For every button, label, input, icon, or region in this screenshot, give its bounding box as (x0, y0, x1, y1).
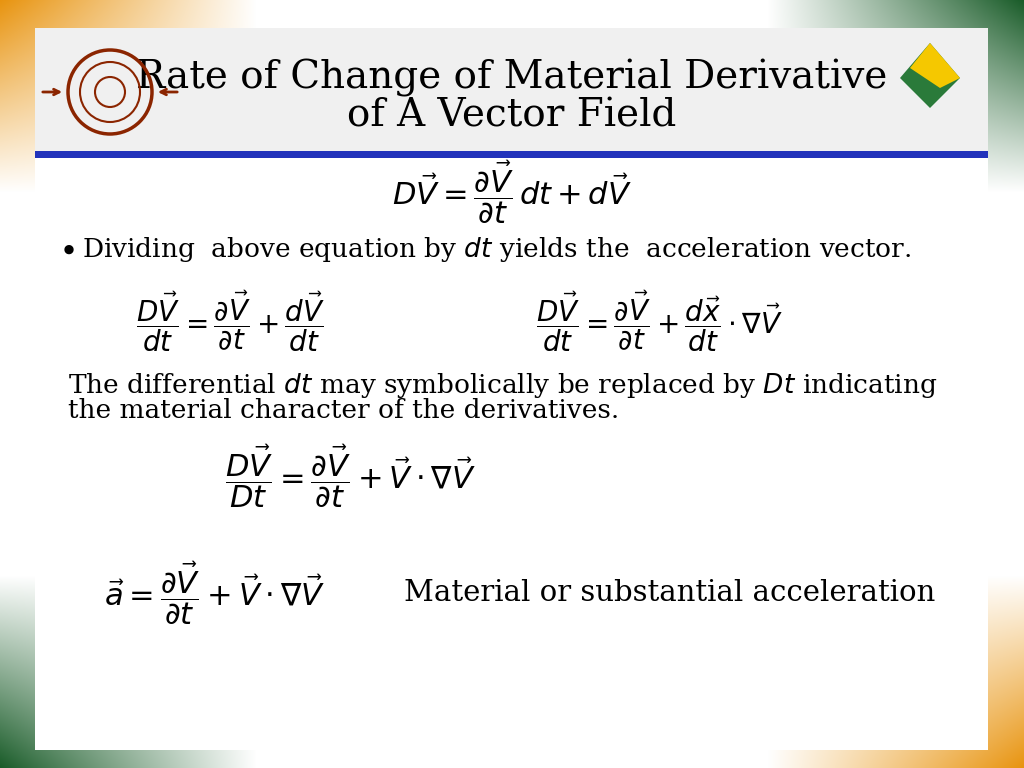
Text: $D\vec{V} = \dfrac{\partial\vec{V}}{\partial t}\,dt + d\vec{V}$: $D\vec{V} = \dfrac{\partial\vec{V}}{\par… (391, 158, 632, 226)
Text: $\dfrac{D\vec{V}}{dt} = \dfrac{\partial\vec{V}}{\partial t} + \dfrac{d\vec{x}}{d: $\dfrac{D\vec{V}}{dt} = \dfrac{\partial\… (537, 288, 783, 354)
Text: the material character of the derivatives.: the material character of the derivative… (68, 398, 620, 422)
Text: $\dfrac{D\vec{V}}{dt} = \dfrac{\partial\vec{V}}{\partial t} + \dfrac{d\vec{V}}{d: $\dfrac{D\vec{V}}{dt} = \dfrac{\partial\… (135, 288, 325, 354)
Bar (35, 28, 988, 153)
Text: Rate of Change of Material Derivative: Rate of Change of Material Derivative (136, 59, 887, 97)
Text: $\bullet$: $\bullet$ (58, 234, 75, 266)
Text: $\vec{a} = \dfrac{\partial\vec{V}}{\partial t} + \vec{V} \cdot \nabla\vec{V}$: $\vec{a} = \dfrac{\partial\vec{V}}{\part… (104, 559, 326, 627)
Text: $\dfrac{D\vec{V}}{Dt} = \dfrac{\partial\vec{V}}{\partial t} + \vec{V} \cdot \nab: $\dfrac{D\vec{V}}{Dt} = \dfrac{\partial\… (224, 442, 475, 510)
Bar (880, 38, 980, 148)
Text: Material or substantial acceleration: Material or substantial acceleration (404, 579, 936, 607)
Bar (35, 28, 195, 150)
Polygon shape (910, 43, 961, 88)
Bar (35, 151, 988, 158)
Text: The differential $dt$ may symbolically be replaced by $Dt$ indicating: The differential $dt$ may symbolically b… (68, 370, 937, 399)
Text: Dividing  above equation by $dt$ yields the  acceleration vector.: Dividing above equation by $dt$ yields t… (82, 236, 911, 264)
Text: of A Vector Field: of A Vector Field (347, 98, 676, 134)
Polygon shape (900, 43, 961, 108)
